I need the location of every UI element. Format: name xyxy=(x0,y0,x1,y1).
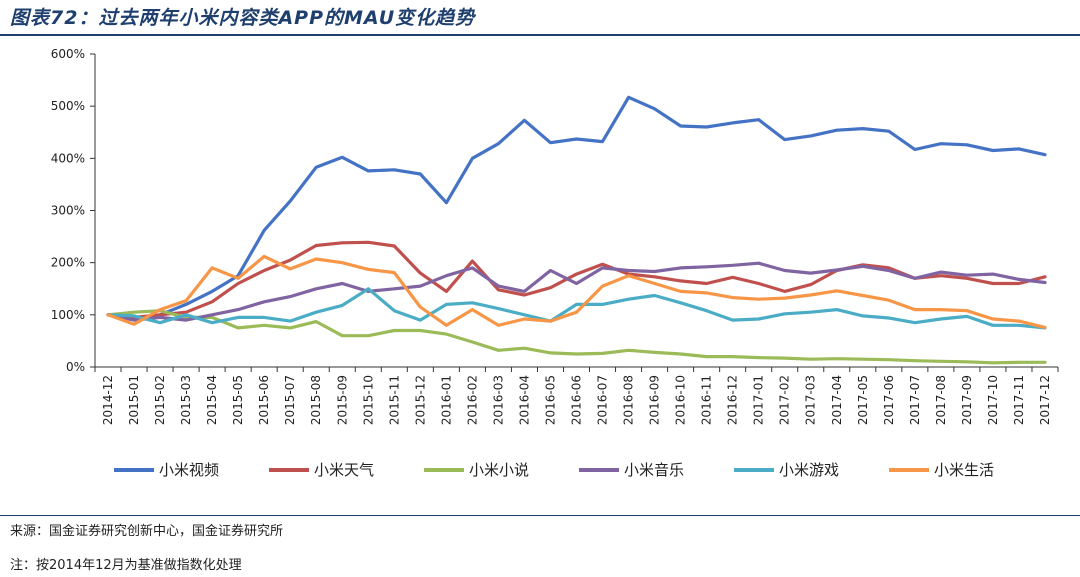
x-tick-label: 2015-07 xyxy=(283,375,297,425)
legend-label: 小米视频 xyxy=(159,461,219,479)
x-tick-label: 2017-12 xyxy=(1038,375,1052,425)
x-axis-ticks: 2014-12 2015-01 2015-02 2015-03 2015-04 2015-… xyxy=(94,367,1059,425)
title-rule xyxy=(0,34,1080,36)
series-line-3 xyxy=(106,309,1047,365)
x-tick-label: 2015-04 xyxy=(205,375,219,425)
x-tick-label: 2016-05 xyxy=(543,375,557,425)
legend-label: 小米小说 xyxy=(469,461,529,479)
y-axis-ticks: 0% 100% 200% 300% 400% 500% 600% xyxy=(51,47,95,374)
x-tick-label: 2014-12 xyxy=(101,375,115,425)
series-line-1 xyxy=(106,95,1047,321)
x-tick-label: 2017-09 xyxy=(960,375,974,425)
x-tick-label: 2016-12 xyxy=(726,375,740,425)
x-tick-label: 2017-06 xyxy=(882,375,896,425)
legend-label: 小米生活 xyxy=(934,461,994,479)
x-tick-label: 2017-01 xyxy=(752,375,766,425)
y-tick-label: 400% xyxy=(51,151,85,165)
x-tick-label: 2016-09 xyxy=(648,375,662,425)
x-tick-label: 2017-02 xyxy=(778,375,792,425)
x-tick-label: 2016-08 xyxy=(622,375,636,425)
x-tick-label: 2015-02 xyxy=(153,375,167,425)
x-tick-label: 2017-04 xyxy=(830,375,844,425)
series-line-4 xyxy=(106,261,1047,322)
x-tick-label: 2017-07 xyxy=(908,375,922,425)
y-tick-label: 600% xyxy=(51,47,85,61)
x-tick-label: 2016-06 xyxy=(570,375,584,425)
x-tick-label: 2016-01 xyxy=(439,375,453,425)
x-tick-label: 2016-04 xyxy=(517,375,531,425)
legend-label: 小米音乐 xyxy=(624,461,684,479)
x-tick-label: 2017-11 xyxy=(1012,375,1026,425)
figure-title: 图表72：过去两年小米内容类APP的MAU变化趋势 xyxy=(10,7,476,29)
x-tick-label: 2015-12 xyxy=(413,375,427,425)
chart-axes xyxy=(94,54,1058,368)
x-tick-label: 2015-09 xyxy=(335,375,349,425)
series-lines xyxy=(106,95,1047,365)
x-tick-label: 2017-03 xyxy=(804,375,818,425)
source-note: 来源：国金证券研究创新中心，国金证券研究所 xyxy=(10,524,284,539)
line-chart: 0% 100% 200% 300% 400% 500% 600% 2014-12 2015-0… xyxy=(51,47,1059,479)
x-tick-label: 2016-03 xyxy=(491,375,505,425)
chart-legend: 小米视频 小米天气 小米小说 小米音乐 小米游戏 小米生活 xyxy=(114,461,994,479)
x-tick-label: 2015-03 xyxy=(179,375,193,425)
y-tick-label: 200% xyxy=(51,256,85,270)
series-line-2 xyxy=(106,240,1047,319)
y-tick-label: 100% xyxy=(51,308,85,322)
legend-label: 小米天气 xyxy=(314,461,374,479)
legend-label: 小米游戏 xyxy=(779,461,839,479)
x-tick-label: 2017-08 xyxy=(934,375,948,425)
x-tick-label: 2015-10 xyxy=(361,375,375,425)
x-tick-label: 2016-10 xyxy=(674,375,688,425)
x-tick-label: 2015-08 xyxy=(309,375,323,425)
x-tick-label: 2015-01 xyxy=(127,375,141,425)
x-tick-label: 2015-11 xyxy=(387,375,401,425)
x-tick-label: 2016-07 xyxy=(596,375,610,425)
series-line-5 xyxy=(106,287,1047,330)
x-tick-label: 2016-02 xyxy=(465,375,479,425)
x-tick-label: 2017-10 xyxy=(986,375,1000,425)
footnote: 注：按2014年12月为基准做指数化处理 xyxy=(10,558,242,573)
x-tick-label: 2017-05 xyxy=(856,375,870,425)
y-tick-label: 500% xyxy=(51,99,85,113)
x-tick-label: 2015-06 xyxy=(257,375,271,425)
footer-rule xyxy=(0,515,1080,516)
y-tick-label: 300% xyxy=(51,204,85,218)
x-tick-label: 2015-05 xyxy=(231,375,245,425)
y-tick-label: 0% xyxy=(66,360,85,374)
series-line-6 xyxy=(106,254,1047,329)
x-tick-label: 2016-11 xyxy=(700,375,714,425)
